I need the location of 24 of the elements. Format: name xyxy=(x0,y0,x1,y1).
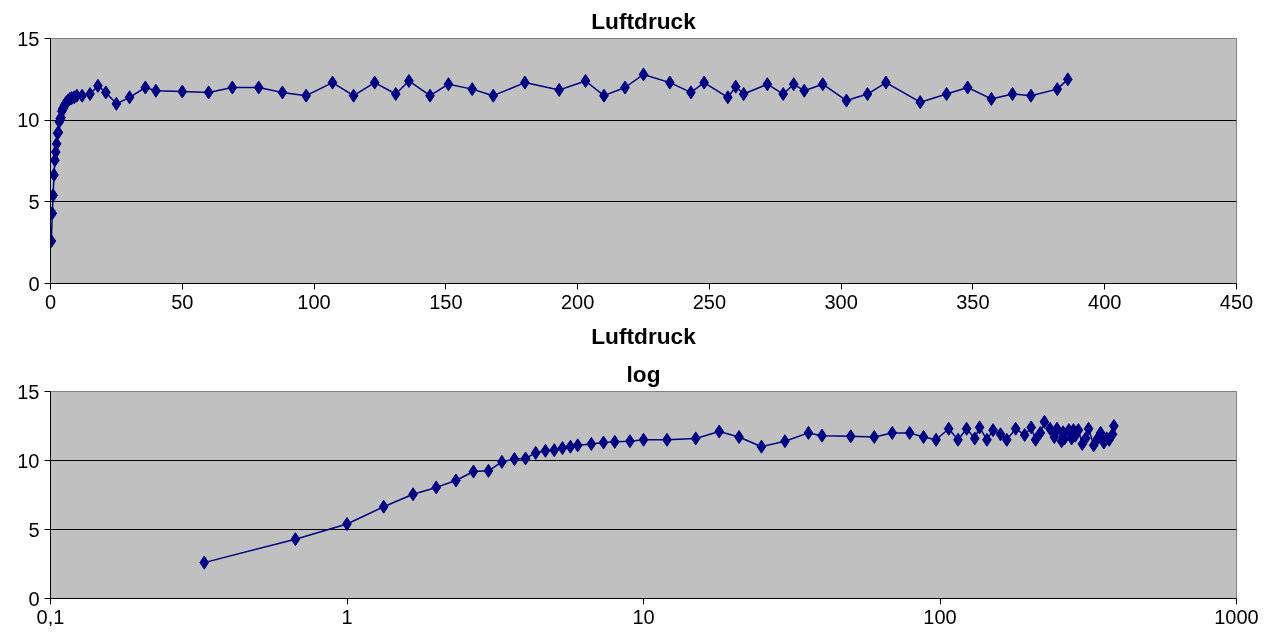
x-tick-label: 0 xyxy=(44,290,57,313)
x-tick-label: 100 xyxy=(297,290,331,313)
x-tick-label: 50 xyxy=(171,290,194,313)
y-tick-label: 10 xyxy=(17,109,40,132)
x-tick-label: 300 xyxy=(824,290,858,313)
x-tick-label: 100 xyxy=(923,605,957,628)
x-tick-label: 400 xyxy=(1088,290,1122,313)
y-tick-label: 10 xyxy=(17,449,40,472)
y-tick-label: 5 xyxy=(28,518,40,541)
x-tick-label: 450 xyxy=(1219,290,1254,313)
y-tick-label: 5 xyxy=(28,190,40,213)
x-tick-label: 1000 xyxy=(1214,605,1259,628)
x-tick-label: 250 xyxy=(692,290,727,313)
x-tick-label: 150 xyxy=(429,290,463,313)
chart-title: Luftdruck xyxy=(591,322,697,349)
y-tick-label: 15 xyxy=(17,380,40,403)
x-tick-label: 350 xyxy=(956,290,990,313)
chart-subtitle: log xyxy=(626,360,661,387)
chart-title: Luftdruck xyxy=(591,7,697,34)
x-tick-label: 200 xyxy=(560,290,595,313)
x-tick-label: 1 xyxy=(341,605,353,628)
y-tick-label: 0 xyxy=(28,272,40,295)
x-tick-label: 10 xyxy=(632,605,655,628)
y-tick-label: 15 xyxy=(17,27,40,50)
